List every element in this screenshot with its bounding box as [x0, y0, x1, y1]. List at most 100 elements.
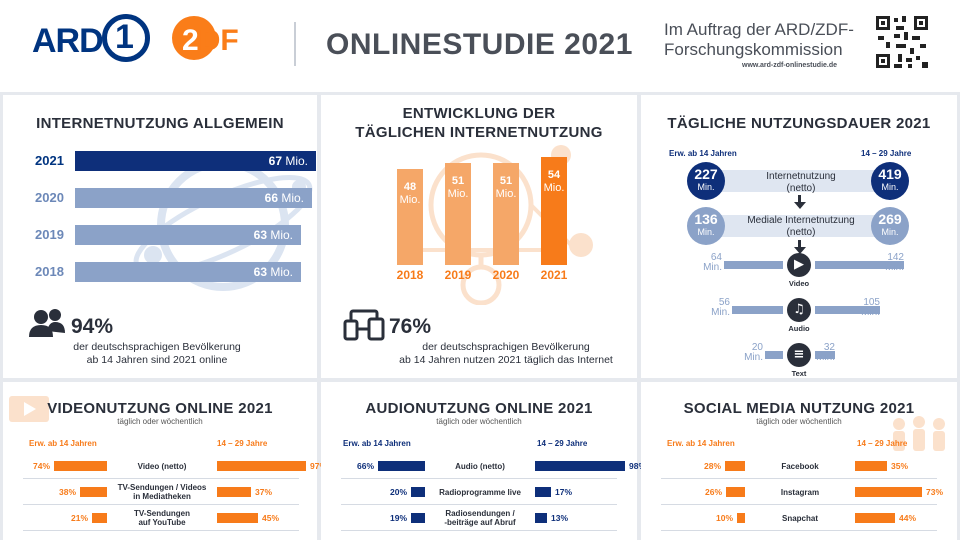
- panel-daily-internet: ENTWICKLUNG DER TÄGLICHEN INTERNETNUTZUN…: [321, 95, 637, 378]
- row-value-left: 26%: [704, 487, 722, 497]
- row-divider: [341, 504, 617, 505]
- row-bar-right: [855, 461, 887, 471]
- daily-bar-unit: Mio.: [495, 188, 517, 200]
- row-value-left: 28%: [703, 461, 721, 471]
- duration-category-label: Text: [791, 369, 807, 378]
- internet-bar-row: 2019 63 Mio.: [35, 225, 301, 245]
- row-bar-left: [725, 461, 745, 471]
- internet-bar-row: 2021 67 Mio.: [35, 151, 316, 171]
- page-title: ONLINESTUDIE 2021: [326, 28, 633, 61]
- duration-value-left-number: 56: [718, 297, 730, 308]
- row-divider: [341, 478, 617, 479]
- row-value-left: 74%: [32, 461, 50, 471]
- row-category-line: -beiträge auf Abruf: [444, 518, 516, 527]
- panel-title-social: SOCIAL MEDIA NUTZUNG 2021: [683, 400, 915, 417]
- internet-bar-row: 2020 66 Mio.: [35, 188, 312, 208]
- people-icon: [29, 309, 65, 337]
- panel-title-duration: TÄGLICHE NUTZUNGSDAUER 2021: [667, 115, 931, 132]
- duration-arrow1-stem: [798, 195, 801, 203]
- row-category-line: auf YouTube: [138, 518, 186, 527]
- duration-value-left-unit: Min.: [703, 262, 722, 273]
- duration-value-left-unit: Min.: [744, 352, 763, 363]
- header-divider: [294, 22, 296, 66]
- row-category-label: TV-Sendungen auf YouTube: [107, 509, 217, 527]
- row-bar-right: [855, 487, 922, 497]
- zdf-logo-df: DF: [198, 24, 239, 57]
- daily-bar-number: 54: [547, 169, 561, 181]
- daily-bar-value: 51 Mio.: [486, 175, 526, 201]
- panel-title-daily-line1: ENTWICKLUNG DER: [402, 105, 556, 122]
- audio-left-header: Erw. ab 14 Jahren: [343, 439, 411, 448]
- text-icon: ≡: [787, 343, 811, 367]
- qr-code-icon[interactable]: [874, 14, 930, 70]
- duration-bar-left: [765, 351, 783, 359]
- internet-bar-row: 2018 63 Mio.: [35, 262, 301, 282]
- row-divider: [661, 504, 937, 505]
- row-divider: [661, 478, 937, 479]
- duration-row2-right-unit: Min.: [881, 227, 899, 237]
- zdf-logo-text: 2DF: [182, 24, 239, 58]
- duration-row2-left-circle: 136 Min.: [687, 207, 725, 245]
- film-background-icon: [9, 396, 49, 422]
- header-subtitle-line2: Forschungskommission: [664, 40, 843, 59]
- duration-bar-left: [724, 261, 783, 269]
- row-category-line: Facebook: [781, 462, 819, 471]
- internet-bar: 63 Mio.: [75, 262, 301, 282]
- row-bar-left: [737, 513, 745, 523]
- duration-value-right: 105 Min.: [844, 298, 880, 318]
- row-category-label: Audio (netto): [425, 462, 535, 471]
- duration-value-right-number: 142: [887, 252, 904, 263]
- panel-video: VIDEONUTZUNG ONLINE 2021 täglich oder wö…: [3, 382, 327, 540]
- panel-title-video: VIDEONUTZUNG ONLINE 2021: [47, 400, 273, 417]
- daily-bar-unit: Mio.: [399, 194, 421, 206]
- header-subtitle: Im Auftrag der ARD/ZDF- Forschungskommis…: [664, 20, 854, 60]
- row-bar-right: [217, 513, 258, 523]
- zdf-logo: 2DF: [172, 16, 262, 68]
- row-category-label: Radiosendungen / -beiträge auf Abruf: [425, 509, 535, 527]
- panel-title-daily-line2: TÄGLICHEN INTERNETNUTZUNG: [355, 124, 603, 141]
- duration-row2-label-line1: Mediale Internetnutzung: [747, 215, 855, 226]
- duration-arrow1-head: [794, 202, 806, 209]
- daily-bar: [493, 163, 519, 265]
- row-bar-left: [54, 461, 107, 471]
- duration-row1-label: Internetnutzung (netto): [731, 171, 871, 195]
- daily-bar: [445, 163, 471, 265]
- row-category-line: Radiosendungen /: [445, 509, 515, 518]
- internet-description-line1: der deutschsprachigen Bevölkerung: [73, 341, 241, 353]
- duration-row1-label-line1: Internetnutzung: [766, 171, 836, 182]
- row-value-left: 21%: [70, 513, 88, 523]
- row-divider: [341, 530, 617, 531]
- internet-bar-number: 67: [268, 154, 286, 168]
- daily-description-line1: der deutschsprachigen Bevölkerung: [422, 341, 590, 353]
- header-url[interactable]: www.ard-zdf-onlinestudie.de: [742, 62, 838, 69]
- internet-description-line2: ab 14 Jahren sind 2021 online: [86, 354, 228, 366]
- video-icon: ▶: [787, 253, 811, 277]
- daily-bar-number: 48: [403, 181, 417, 193]
- internet-bar-number: 66: [264, 191, 282, 205]
- duration-bar-right: [815, 351, 835, 359]
- internet-bar-number: 63: [253, 265, 271, 279]
- daily-bar-value: 48 Mio.: [390, 181, 430, 207]
- row-bar-left: [80, 487, 107, 497]
- duration-row1-right-value: 419: [878, 166, 902, 182]
- duration-value-left: 64 Min.: [686, 253, 722, 273]
- duration-row1-right-unit: Min.: [881, 182, 899, 192]
- duration-row2-left-value: 136: [694, 211, 718, 227]
- daily-bar-number: 51: [451, 175, 465, 187]
- duration-row2-label: Mediale Internetnutzung (netto): [729, 215, 873, 239]
- row-category-label: TV-Sendungen / Videos in Mediatheken: [107, 483, 217, 501]
- row-value-right: 98%: [629, 461, 647, 471]
- internet-bar-number: 63: [253, 228, 271, 242]
- panel-usage-duration: TÄGLICHE NUTZUNGSDAUER 2021 Erw. ab 14 J…: [641, 95, 957, 378]
- row-value-right: 97%: [310, 461, 328, 471]
- duration-category-label: Audio: [788, 324, 810, 333]
- row-value-right: 45%: [262, 513, 280, 523]
- daily-bar-year: 2019: [444, 268, 472, 282]
- audio-right-header: 14 – 29 Jahre: [537, 439, 588, 448]
- internet-big-percentage: 94%: [71, 315, 114, 338]
- internet-bar: 63 Mio.: [75, 225, 301, 245]
- row-category-line: Radioprogramme live: [439, 488, 521, 497]
- row-category-label: Instagram: [745, 488, 855, 497]
- panel-title-internet: INTERNETNUTZUNG ALLGEMEIN: [36, 115, 284, 132]
- internet-bar: 67 Mio.: [75, 151, 316, 171]
